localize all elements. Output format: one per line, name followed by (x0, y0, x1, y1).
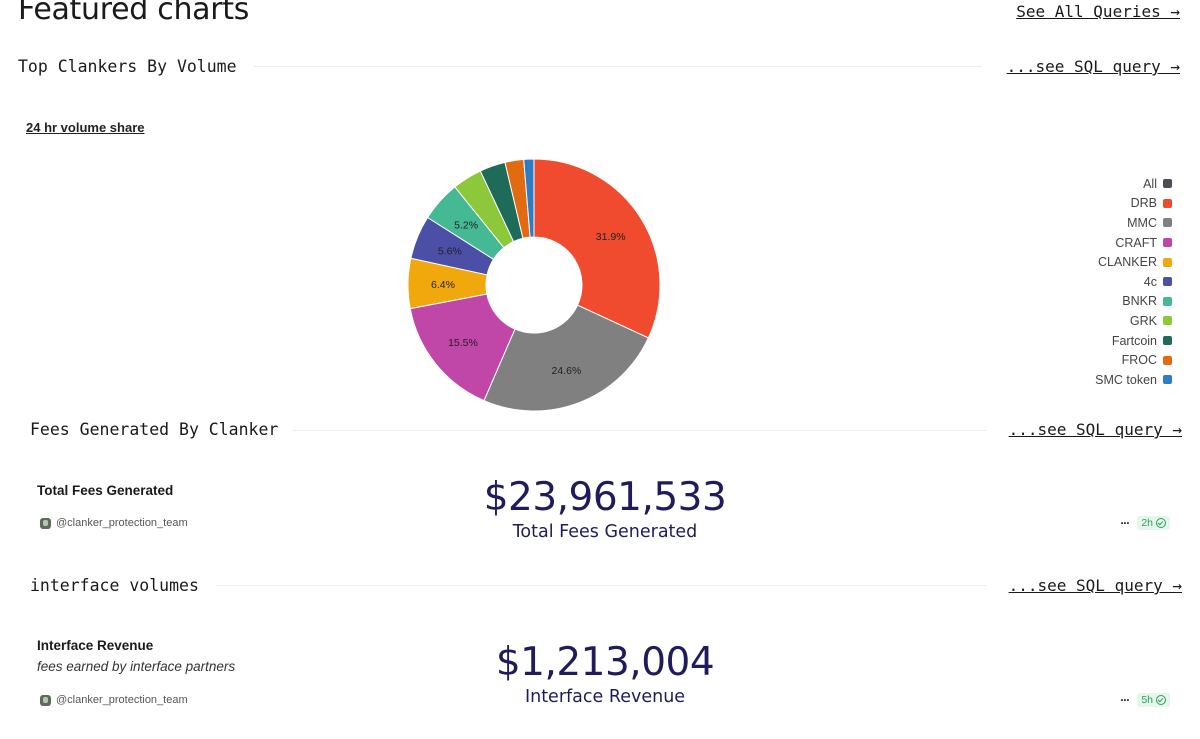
chart-title[interactable]: 24 hr volume share (26, 120, 145, 135)
section-title-fees-generated: Fees Generated By Clanker (30, 420, 279, 439)
legend-label: BNKR (1122, 294, 1157, 309)
page-title: Featured charts (18, 0, 250, 27)
pie-slice-craft[interactable] (409, 293, 516, 402)
pie-slice-drb[interactable] (533, 158, 661, 339)
legend-swatch (1163, 257, 1172, 267)
more-options-icon[interactable]: ··· (1120, 516, 1130, 530)
card-author[interactable]: @clanker_protection_team (40, 694, 188, 706)
legend-label: GRK (1129, 313, 1157, 328)
section-title-top-clankers: Top Clankers By Volume (18, 57, 237, 76)
slice-label: 6.4% (431, 279, 455, 291)
author-name: @clanker_protection_team (56, 694, 188, 706)
legend-label: DRB (1130, 196, 1157, 211)
legend-swatch (1163, 336, 1172, 346)
legend-label: MMC (1127, 215, 1157, 230)
freshness-badge: 5h (1137, 693, 1170, 707)
legend-label: CLANKER (1097, 255, 1157, 270)
card-title: Total Fees Generated (37, 483, 174, 498)
freshness-text: 5h (1141, 694, 1153, 706)
see-sql-query-link[interactable]: ...see SQL query → (1008, 420, 1182, 439)
legend-label: Fartcoin (1111, 333, 1157, 348)
pie-slice-smc-token[interactable] (523, 158, 535, 238)
slice-label: 5.2% (454, 219, 478, 231)
legend-item-grk[interactable]: GRK (1095, 311, 1172, 331)
legend-label: All (1143, 176, 1157, 191)
counter-label: Interface Revenue (524, 687, 686, 707)
card-description: fees earned by interface partners (37, 659, 236, 674)
avatar (40, 517, 51, 529)
legend-item-smc-token[interactable]: SMC token (1095, 370, 1172, 390)
freshness-badge: 2h (1137, 516, 1170, 530)
card-title: Interface Revenue (37, 638, 154, 653)
donut-chart: 31.9% 24.6% 15.5% 6.4% 5.6% 5.2% (407, 158, 661, 412)
legend-item-froc[interactable]: FROC (1095, 350, 1172, 370)
counter-value: $23,961,533 (483, 475, 727, 520)
freshness-text: 2h (1141, 517, 1153, 529)
legend-item-drb[interactable]: DRB (1095, 194, 1172, 214)
legend-item-clanker[interactable]: CLANKER (1095, 252, 1172, 272)
legend-item-mmc[interactable]: MMC (1095, 213, 1172, 233)
avatar (40, 694, 51, 706)
legend-item-all[interactable]: All (1095, 174, 1172, 194)
section-title-interface-volumes: interface volumes (30, 576, 199, 595)
slice-label: 15.5% (448, 337, 478, 349)
check-circle-icon (1156, 518, 1166, 528)
legend-swatch (1163, 277, 1172, 287)
legend-label: SMC token (1095, 372, 1157, 387)
legend-swatch (1163, 355, 1172, 365)
check-circle-icon (1156, 695, 1166, 705)
slice-label: 31.9% (596, 231, 626, 243)
more-options-icon[interactable]: ··· (1120, 693, 1130, 707)
legend-swatch (1163, 316, 1172, 326)
card-meta: ··· 5h (1120, 693, 1170, 707)
legend-swatch (1163, 179, 1172, 189)
legend-swatch (1163, 238, 1172, 248)
card-meta: ··· 2h (1120, 516, 1170, 530)
legend-label: CRAFT (1115, 235, 1157, 250)
section-divider (292, 430, 987, 431)
legend-item-fartcoin[interactable]: Fartcoin (1095, 331, 1172, 351)
counter-value: $1,213,004 (495, 640, 715, 685)
legend-swatch (1163, 198, 1172, 208)
pie-slice-mmc[interactable] (483, 304, 650, 412)
legend-item-craft[interactable]: CRAFT (1095, 233, 1172, 253)
legend-item-4c[interactable]: 4c (1095, 272, 1172, 292)
legend-swatch (1163, 296, 1172, 306)
see-sql-query-link[interactable]: ...see SQL query → (1008, 576, 1182, 595)
slice-label: 5.6% (438, 245, 462, 257)
section-divider (216, 585, 987, 586)
section-divider (254, 66, 982, 67)
see-sql-query-link[interactable]: ...see SQL query → (1006, 57, 1180, 76)
see-all-queries-link[interactable]: See All Queries → (1016, 2, 1180, 21)
slice-label: 24.6% (552, 365, 582, 377)
legend-label: FROC (1121, 353, 1157, 368)
chart-legend: All DRB MMC CRAFT CLANKER 4c BNKR GRK Fartcoin FR… (1095, 174, 1172, 390)
card-author[interactable]: @clanker_protection_team (40, 517, 188, 529)
legend-swatch (1163, 375, 1172, 385)
legend-label: 4c (1143, 274, 1157, 289)
author-name: @clanker_protection_team (56, 517, 188, 529)
legend-item-bnkr[interactable]: BNKR (1095, 292, 1172, 312)
counter-label: Total Fees Generated (512, 522, 698, 542)
legend-swatch (1163, 218, 1172, 228)
